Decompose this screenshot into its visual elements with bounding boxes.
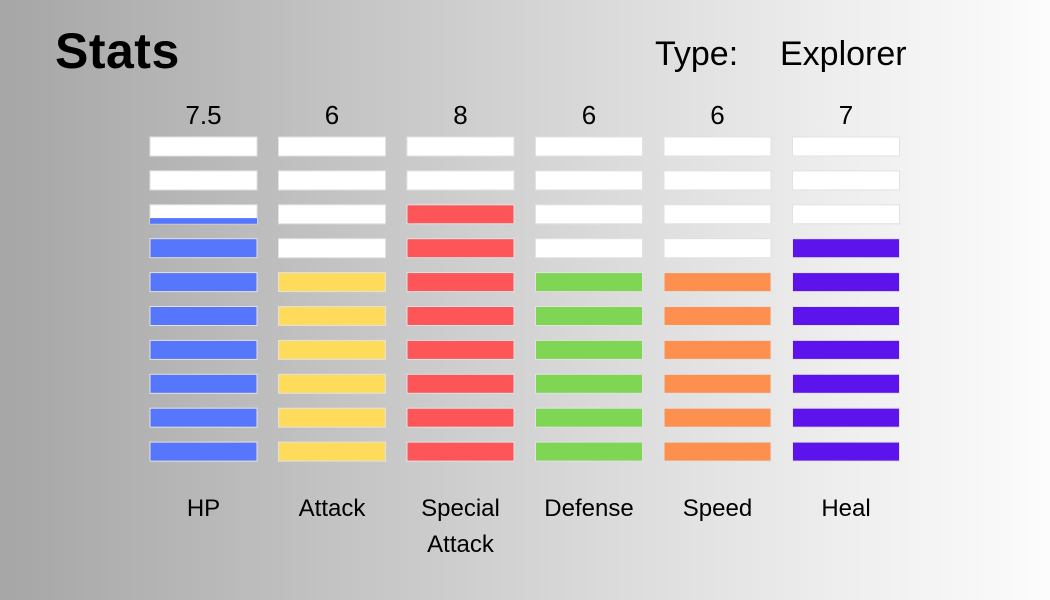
heal-segment-4 [792, 339, 900, 360]
defense-segment-2 [535, 407, 643, 428]
special-attack-segment-8 [406, 204, 515, 225]
hp-label: HP [186, 495, 221, 522]
speed-segment-6 [663, 272, 772, 293]
special-attack-label: Special Attack [421, 495, 500, 558]
hp-partial-fill [150, 218, 257, 224]
speed-segment-5 [663, 306, 772, 326]
defense-segment-4 [535, 339, 643, 360]
special-attack-segment-3 [406, 373, 515, 394]
speed-segment-10 [663, 136, 772, 157]
hp-segment-9 [149, 170, 258, 191]
special-attack-value: 8 [453, 100, 468, 130]
special-attack-segment-6 [406, 272, 515, 293]
attack-label: Attack [298, 495, 366, 522]
speed-segment-4 [663, 339, 772, 360]
defense-segment-8 [535, 204, 643, 225]
speed-segment-3 [663, 373, 772, 394]
attack-segment-5 [278, 306, 386, 326]
defense-segment-1 [535, 441, 643, 462]
speed-segment-7 [663, 238, 772, 259]
page-title: Stats [55, 23, 180, 79]
heal-label: Heal [821, 495, 871, 522]
hp-segment-2 [149, 407, 258, 428]
special-attack-segment-1 [406, 441, 515, 462]
attack-segment-10 [278, 136, 386, 157]
hp-segment-5 [149, 306, 258, 326]
heal-segment-1 [792, 441, 900, 462]
special-attack-segment-4 [406, 339, 515, 360]
special-attack-segment-10 [406, 136, 515, 157]
attack-segment-6 [278, 272, 386, 293]
defense-segment-5 [535, 306, 643, 326]
defense-segment-7 [535, 238, 643, 259]
hp-segment-4 [149, 339, 258, 360]
heal-value: 7 [838, 100, 854, 130]
defense-segment-10 [535, 136, 643, 157]
speed-segment-9 [663, 170, 772, 191]
speed-label: Speed [682, 495, 753, 522]
hp-segment-3 [149, 373, 258, 394]
hp-segment-7 [149, 238, 258, 259]
type-label: Type: [655, 35, 739, 73]
heal-segment-7 [792, 238, 900, 259]
attack-segment-3 [278, 373, 386, 394]
defense-value: 6 [581, 100, 597, 130]
hp-segment-10 [149, 136, 258, 157]
heal-segment-5 [792, 306, 900, 326]
speed-segment-8 [663, 204, 772, 225]
attack-segment-1 [278, 441, 386, 462]
attack-segment-7 [278, 238, 386, 259]
defense-segment-9 [535, 170, 643, 191]
attack-segment-9 [278, 170, 386, 191]
attack-segment-4 [278, 339, 386, 360]
speed-segment-2 [663, 407, 772, 428]
attack-value: 6 [324, 100, 340, 130]
defense-segment-3 [535, 373, 643, 394]
hp-value: 7.5 [185, 100, 222, 130]
heal-segment-9 [792, 170, 900, 191]
heal-segment-6 [792, 272, 900, 293]
attack-segment-2 [278, 407, 386, 428]
heal-segment-8 [792, 204, 900, 225]
special-attack-segment-5 [406, 306, 515, 326]
special-attack-segment-7 [406, 238, 515, 259]
attack-segment-8 [278, 204, 386, 225]
hp-segment-1 [149, 441, 258, 462]
special-attack-segment-2 [406, 407, 515, 428]
type-value: Explorer [780, 35, 907, 73]
speed-segment-1 [663, 441, 772, 462]
defense-label: Defense [544, 495, 634, 522]
hp-segment-6 [149, 272, 258, 293]
heal-segment-3 [792, 373, 900, 394]
defense-segment-6 [535, 272, 643, 293]
special-attack-segment-9 [406, 170, 515, 191]
heal-segment-2 [792, 407, 900, 428]
heal-segment-10 [792, 136, 900, 157]
speed-value: 6 [710, 100, 725, 130]
